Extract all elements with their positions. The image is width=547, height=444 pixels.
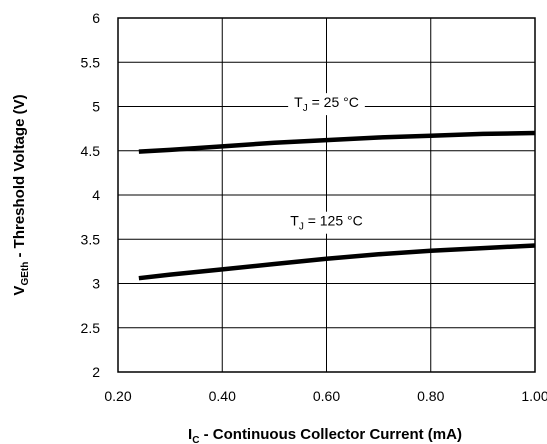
x-tick-label: 0.20	[104, 388, 131, 404]
series-line-2	[138, 243, 536, 281]
series-annotations: TJ = 25 °C TJ = 125 °C	[284, 93, 369, 234]
series-label-1: TJ = 25 °C	[288, 93, 365, 116]
y-tick-label: 2.5	[81, 320, 101, 336]
y-tick-label: 4	[92, 187, 100, 203]
y-tick-label: 3.5	[81, 231, 101, 247]
y-tick-labels: 2 2.5 3 3.5 4 4.5 5 5.5 6	[81, 10, 101, 380]
y-tick-label: 5.5	[81, 54, 101, 70]
svg-text:TJ = 125 °C: TJ = 125 °C	[290, 213, 362, 233]
y-tick-label: 5	[92, 99, 100, 115]
series-line-1	[138, 130, 536, 154]
plot-frame	[117, 17, 536, 373]
series-label-2: TJ = 125 °C	[284, 211, 369, 234]
x-tick-labels: 0.20 0.40 0.60 0.80 1.00	[104, 388, 547, 404]
grid-lines	[118, 18, 535, 372]
y-tick-label: 2	[92, 364, 100, 380]
x-tick-label: 1.00	[521, 388, 547, 404]
y-tick-label: 4.5	[81, 143, 101, 159]
x-tick-label: 0.80	[417, 388, 444, 404]
svg-text:TJ = 25 °C: TJ = 25 °C	[294, 94, 359, 114]
x-tick-label: 0.40	[209, 388, 236, 404]
y-axis-title: VGEth - Threshold Voltage (V)	[11, 94, 31, 295]
x-tick-label: 0.60	[313, 388, 340, 404]
y-tick-label: 6	[92, 10, 100, 26]
data-curves	[138, 130, 536, 281]
x-axis-title: IC - Continuous Collector Current (mA)	[188, 426, 462, 444]
y-tick-label: 3	[92, 276, 100, 292]
